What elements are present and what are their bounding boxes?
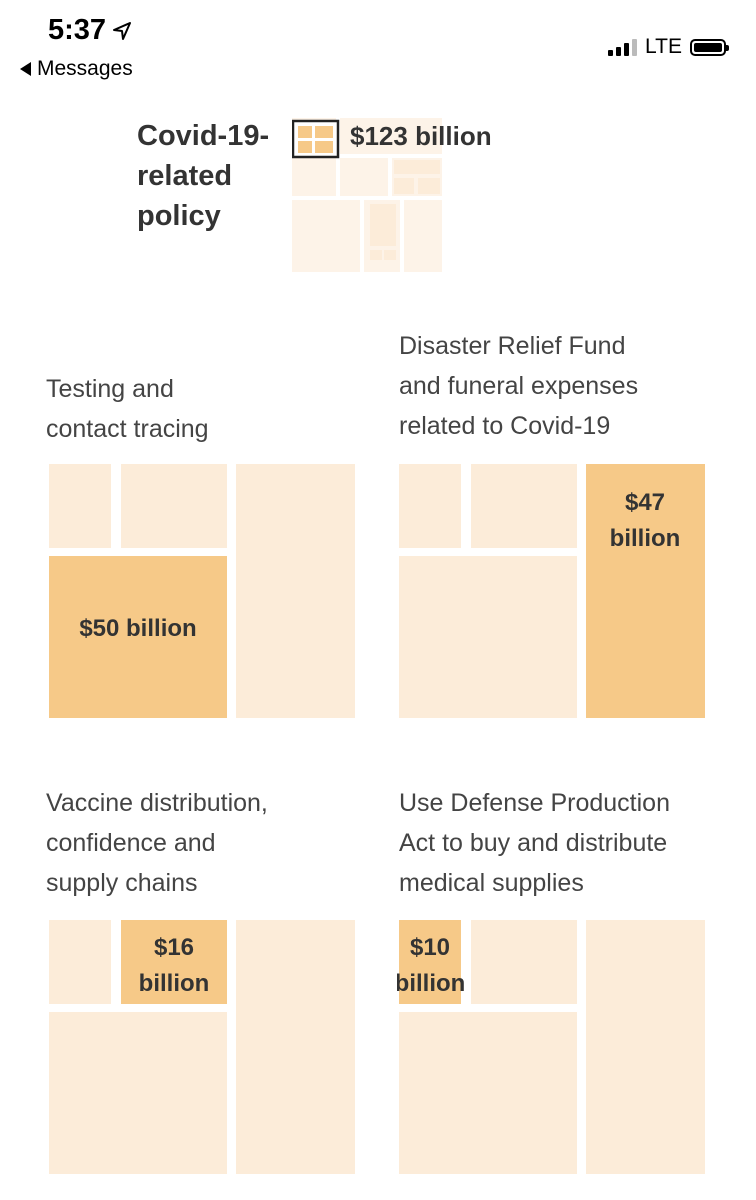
- overview-subcell: [384, 250, 396, 260]
- overview-subcell: [418, 178, 440, 194]
- treemap-cell: [236, 464, 355, 718]
- overview-cell: [292, 200, 360, 272]
- panel-label-line: related to Covid-19: [399, 412, 611, 440]
- status-indicators: LTE: [608, 35, 729, 59]
- treemap-cell: [49, 920, 111, 1004]
- treemap-cell: [49, 464, 111, 548]
- panel-label-line: Use Defense Production: [399, 789, 670, 817]
- status-time: 5:37: [48, 14, 132, 47]
- overview-highlight-cell: [315, 141, 333, 153]
- overview-title-line: policy: [137, 200, 221, 232]
- treemap-cell-highlight: [399, 920, 461, 1004]
- overview-cell: [292, 158, 336, 196]
- treemap-value-label: billion: [139, 970, 210, 997]
- treemap-value-label: $47: [625, 489, 665, 516]
- panel-testing-label: Testing and contact tracing: [46, 369, 209, 449]
- overview-highlight-cell: [315, 126, 333, 138]
- treemap-cell: [399, 1012, 577, 1174]
- overview-title-line: Covid-19-: [137, 120, 270, 152]
- treemap-cell: [471, 920, 577, 1004]
- panel-vaccine-label: Vaccine distribution, confidence and sup…: [46, 783, 268, 903]
- treemap-cell: [399, 556, 577, 718]
- treemap-value-label: $16: [154, 934, 194, 961]
- overview-total-label: $123 billion: [350, 121, 492, 151]
- treemap-value-label: $50 billion: [79, 615, 196, 642]
- panel-disaster-treemap: $47 billion: [397, 462, 707, 720]
- battery-icon: [690, 38, 729, 56]
- back-label: Messages: [37, 57, 133, 80]
- overview-subcell: [394, 178, 414, 194]
- signal-strength-icon: [608, 38, 638, 56]
- treemap-value-label: billion: [397, 970, 465, 997]
- treemap-cell: [49, 1012, 227, 1174]
- panel-label-line: Testing and: [46, 375, 174, 403]
- location-arrow-icon: [113, 21, 132, 40]
- treemap-value-label: billion: [610, 525, 681, 552]
- treemap-cell-highlight: [121, 920, 227, 1004]
- overview-cell: [340, 118, 442, 154]
- overview-highlight-cell: [298, 141, 312, 153]
- panel-vaccine-treemap: $16 billion: [47, 918, 357, 1176]
- overview-title-line: related: [137, 160, 233, 192]
- panel-label-line: and funeral expenses: [399, 372, 639, 400]
- treemap-cell: [471, 464, 577, 548]
- network-type: LTE: [645, 35, 682, 58]
- back-triangle-icon: [20, 62, 31, 76]
- treemap-cell: [399, 464, 461, 548]
- panel-defense-label: Use Defense Production Act to buy and di…: [399, 783, 670, 903]
- overview-subcell: [370, 204, 396, 246]
- overview-highlight-cell: [298, 126, 312, 138]
- panel-label-line: supply chains: [46, 869, 198, 897]
- treemap-value-label: $10: [410, 934, 450, 961]
- panel-label-line: Act to buy and distribute: [399, 829, 668, 857]
- panel-label-line: confidence and: [46, 829, 216, 857]
- panel-defense-treemap: $10 billion: [397, 918, 707, 1176]
- treemap-cell: [586, 920, 705, 1174]
- clock: 5:37: [48, 14, 107, 46]
- overview-title: Covid-19- related policy: [137, 116, 269, 236]
- panel-label-line: medical supplies: [399, 869, 584, 897]
- overview-cell: [404, 200, 442, 272]
- treemap-cell: [236, 920, 355, 1174]
- panel-label-line: Vaccine distribution,: [46, 789, 268, 817]
- overview-subcell: [370, 250, 382, 260]
- overview-treemap: [292, 118, 442, 272]
- panel-label-line: Disaster Relief Fund: [399, 332, 626, 360]
- overview-cell: [340, 158, 388, 196]
- back-to-messages-link[interactable]: Messages: [20, 57, 133, 81]
- treemap-cell-highlight: [49, 556, 227, 718]
- panel-disaster-label: Disaster Relief Fund and funeral expense…: [399, 326, 638, 446]
- panel-label-line: contact tracing: [46, 415, 209, 443]
- panel-testing-treemap: $50 billion: [47, 462, 357, 720]
- treemap-cell-highlight: [586, 464, 705, 718]
- treemap-cell: [121, 464, 227, 548]
- overview-subcell: [394, 160, 440, 174]
